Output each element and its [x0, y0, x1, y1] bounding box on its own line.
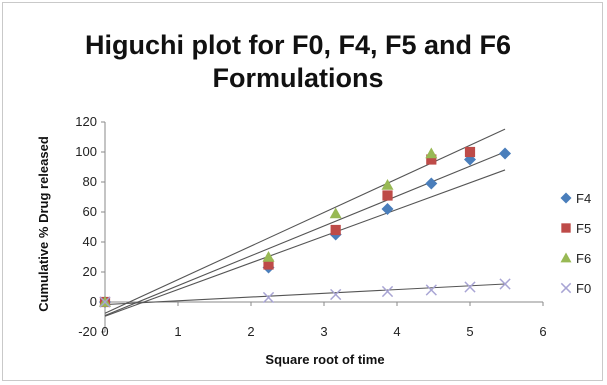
legend-marker-f6 — [560, 252, 572, 263]
point-f6 — [425, 147, 438, 159]
legend: F4 F5 F6 F0 — [560, 191, 591, 296]
x-tick-label: 2 — [247, 324, 254, 339]
point-f0 — [425, 284, 437, 296]
data-points — [99, 146, 512, 308]
x-axis-label: Square root of time — [265, 352, 384, 367]
point-f6 — [329, 207, 342, 219]
trendline-f5 — [104, 151, 506, 317]
trendline-f4 — [104, 169, 506, 317]
legend-marker-f5 — [561, 223, 571, 233]
x-tick-label: 5 — [466, 324, 473, 339]
point-f5 — [382, 190, 393, 201]
point-f5 — [426, 154, 437, 165]
x-tick-label: 6 — [539, 324, 546, 339]
point-f0-stroke — [499, 278, 511, 290]
x-tick-label: 1 — [174, 324, 181, 339]
chart-title: Higuchi plot for F0, F4, F5 and F6 Formu… — [63, 29, 533, 95]
legend-label-f5: F5 — [576, 221, 591, 236]
y-tick-label: -20 — [78, 324, 97, 339]
trendline-f0 — [104, 283, 506, 306]
point-f0 — [99, 296, 111, 308]
point-f5 — [263, 259, 274, 270]
point-f6 — [381, 179, 394, 190]
y-tick-label: 80 — [83, 174, 97, 189]
y-axis-label: Cumulative % Drug released — [36, 136, 51, 312]
legend-label-f4: F4 — [576, 191, 591, 206]
trendlines — [104, 128, 506, 317]
point-f5 — [464, 146, 476, 158]
point-f0-stroke — [464, 281, 476, 293]
chart-title-line2: Formulations — [212, 63, 384, 93]
y-tick-label: 100 — [75, 144, 97, 159]
legend-marker-f0-stroke — [560, 282, 572, 294]
point-f4 — [381, 203, 394, 215]
point-f4 — [499, 147, 512, 160]
point-f6 — [262, 251, 275, 262]
legend-label-f0: F0 — [576, 281, 591, 296]
axes: -20 0 20 40 60 80 100 120 0 1 2 3 4 5 6 — [75, 114, 546, 339]
y-tick-label: 40 — [83, 234, 97, 249]
y-tick-label: 60 — [83, 204, 97, 219]
point-f4 — [425, 177, 438, 190]
y-tick-label: 120 — [75, 114, 97, 129]
point-f0 — [464, 281, 476, 293]
legend-marker-f4 — [560, 192, 572, 204]
y-tick-label: 20 — [83, 264, 97, 279]
x-tick-label: 4 — [393, 324, 400, 339]
point-f5 — [330, 224, 341, 236]
y-tick-label: 0 — [90, 294, 97, 309]
trendline-f6 — [104, 128, 506, 314]
point-f0 — [499, 278, 511, 290]
point-f0-stroke — [99, 296, 111, 308]
point-f0-stroke — [425, 284, 437, 296]
chart-area: Higuchi plot for F0, F4, F5 and F6 Formu… — [2, 2, 603, 381]
x-tick-label: 3 — [320, 324, 327, 339]
point-f0 — [330, 288, 342, 301]
chart-title-line1: Higuchi plot for F0, F4, F5 and F6 — [84, 30, 511, 60]
point-f0 — [381, 285, 394, 298]
legend-label-f6: F6 — [576, 251, 591, 266]
point-f0-stroke — [262, 291, 275, 304]
x-tick-label: 0 — [101, 324, 108, 339]
point-f0-stroke — [381, 285, 394, 298]
point-f0-stroke — [330, 288, 342, 301]
point-f0 — [262, 291, 275, 304]
legend-marker-f0 — [560, 282, 572, 294]
